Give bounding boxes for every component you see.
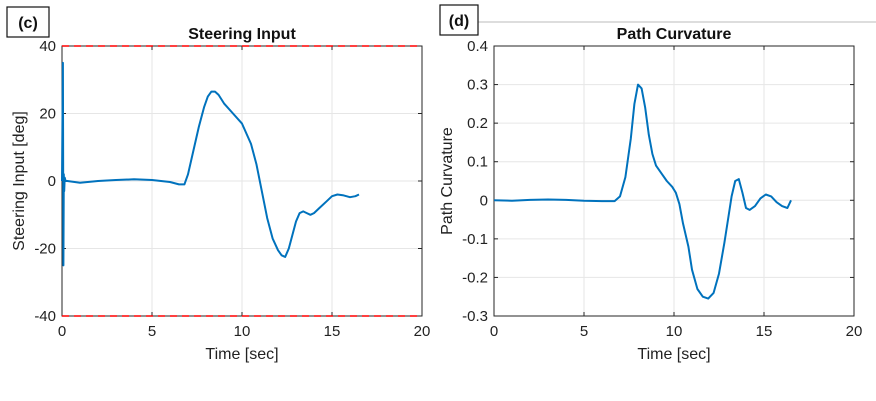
x-tick-label: 10 — [234, 323, 251, 340]
panel-label: (d) — [449, 13, 469, 30]
y-tick-label: 40 — [39, 38, 56, 55]
series-line — [61, 61, 360, 267]
y-tick-label: 0 — [48, 173, 56, 190]
y-tick-label: 0.4 — [467, 38, 488, 55]
x-tick-label: 15 — [324, 323, 341, 340]
chart-panel-c: 0 5 10 15 20 -40 -20 0 20 40 Steering Input Time [s… — [6, 6, 431, 363]
panel-label-box — [439, 4, 479, 36]
chart-panel-d: 0 5 10 15 20 -0.3 -0.2 -0.1 0 0.1 0.2 0.3 0.4 Path Cu… — [439, 4, 863, 363]
y-tick-label: 0 — [480, 192, 488, 209]
x-tick-label: 15 — [756, 323, 773, 340]
x-tick-label: 10 — [666, 323, 683, 340]
y-tick-label: -40 — [34, 308, 56, 325]
y-tick-label: -20 — [34, 241, 56, 258]
chart-title: Steering Input — [188, 26, 296, 43]
x-tick-label: 20 — [414, 323, 431, 340]
y-tick-label: 20 — [39, 106, 56, 123]
panel-label: (c) — [18, 15, 38, 32]
series-line — [493, 83, 792, 300]
x-axis-label: Time [sec] — [205, 346, 278, 363]
panel-label-box — [6, 6, 50, 38]
y-tick-label: -0.3 — [462, 308, 488, 325]
y-tick-label: 0.1 — [467, 154, 488, 171]
y-tick-label: -0.1 — [462, 231, 488, 248]
y-tick-label: 0.2 — [467, 115, 488, 132]
chart-title: Path Curvature — [617, 26, 732, 43]
x-tick-label: 5 — [148, 323, 156, 340]
x-tick-label: 0 — [490, 323, 498, 340]
y-axis-label: Path Curvature — [439, 127, 456, 235]
x-tick-label: 0 — [58, 323, 66, 340]
y-tick-label: 0.3 — [467, 77, 488, 94]
x-tick-label: 5 — [580, 323, 588, 340]
y-tick-label: -0.2 — [462, 269, 488, 286]
y-axis-label: Steering Input [deg] — [11, 111, 28, 251]
x-axis-label: Time [sec] — [637, 346, 710, 363]
x-tick-label: 20 — [846, 323, 863, 340]
